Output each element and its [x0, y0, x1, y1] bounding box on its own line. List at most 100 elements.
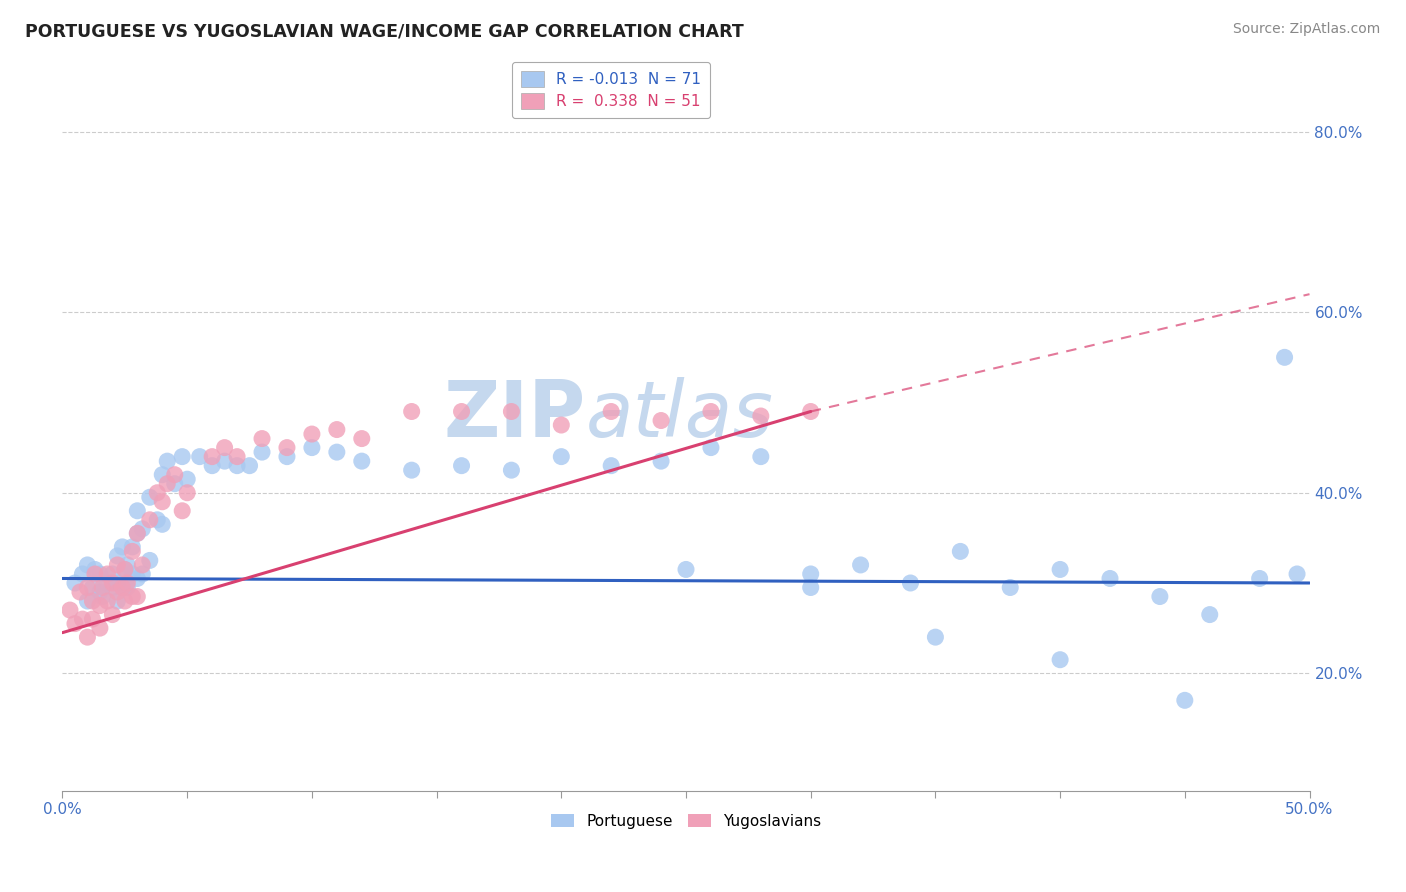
Point	[131, 522, 153, 536]
Point	[121, 544, 143, 558]
Point	[501, 463, 523, 477]
Point	[121, 590, 143, 604]
Point	[76, 581, 98, 595]
Point	[72, 566, 94, 581]
Point	[550, 450, 572, 464]
Point	[1274, 351, 1296, 365]
Point	[91, 590, 114, 604]
Point	[1000, 581, 1022, 595]
Point	[238, 458, 260, 473]
Point	[226, 450, 249, 464]
Point	[250, 432, 273, 446]
Point	[76, 558, 98, 572]
Point	[1286, 566, 1309, 581]
Point	[156, 454, 179, 468]
Point	[350, 454, 373, 468]
Point	[76, 630, 98, 644]
Point	[163, 476, 186, 491]
Point	[1049, 653, 1071, 667]
Point	[1249, 572, 1271, 586]
Point	[450, 458, 472, 473]
Point	[105, 594, 128, 608]
Point	[146, 485, 169, 500]
Point	[214, 454, 236, 468]
Point	[163, 467, 186, 482]
Text: atlas: atlas	[586, 377, 775, 453]
Point	[59, 603, 82, 617]
Point	[156, 476, 179, 491]
Point	[127, 590, 149, 604]
Point	[127, 572, 149, 586]
Point	[172, 450, 194, 464]
Point	[226, 458, 249, 473]
Point	[401, 463, 423, 477]
Point	[1098, 572, 1121, 586]
Point	[101, 581, 124, 595]
Point	[117, 581, 139, 595]
Point	[600, 404, 623, 418]
Point	[800, 581, 823, 595]
Point	[301, 441, 323, 455]
Point	[82, 612, 104, 626]
Point	[600, 458, 623, 473]
Point	[150, 467, 173, 482]
Point	[82, 581, 104, 595]
Point	[131, 566, 153, 581]
Point	[924, 630, 946, 644]
Point	[96, 566, 118, 581]
Point	[111, 581, 134, 595]
Point	[1174, 693, 1197, 707]
Point	[76, 594, 98, 608]
Point	[84, 566, 107, 581]
Point	[700, 404, 723, 418]
Point	[89, 566, 111, 581]
Point	[849, 558, 872, 572]
Point	[276, 450, 298, 464]
Point	[700, 441, 723, 455]
Point	[121, 566, 143, 581]
Point	[114, 562, 136, 576]
Point	[749, 450, 772, 464]
Point	[176, 485, 198, 500]
Point	[63, 576, 86, 591]
Point	[114, 562, 136, 576]
Point	[114, 594, 136, 608]
Point	[69, 585, 91, 599]
Point	[101, 607, 124, 622]
Point	[201, 450, 224, 464]
Point	[96, 576, 118, 591]
Point	[127, 526, 149, 541]
Point	[89, 599, 111, 613]
Point	[172, 504, 194, 518]
Point	[139, 553, 162, 567]
Point	[1149, 590, 1171, 604]
Point	[800, 404, 823, 418]
Point	[450, 404, 472, 418]
Point	[105, 549, 128, 563]
Point	[326, 445, 349, 459]
Point	[84, 562, 107, 576]
Point	[139, 513, 162, 527]
Legend: Portuguese, Yugoslavians: Portuguese, Yugoslavians	[544, 807, 827, 835]
Point	[276, 441, 298, 455]
Point	[150, 517, 173, 532]
Point	[105, 585, 128, 599]
Point	[550, 418, 572, 433]
Point	[949, 544, 972, 558]
Point	[105, 576, 128, 591]
Point	[176, 472, 198, 486]
Point	[127, 526, 149, 541]
Point	[650, 413, 672, 427]
Point	[72, 612, 94, 626]
Point	[201, 458, 224, 473]
Point	[82, 594, 104, 608]
Point	[114, 581, 136, 595]
Point	[900, 576, 922, 591]
Point	[250, 445, 273, 459]
Point	[89, 585, 111, 599]
Point	[96, 594, 118, 608]
Point	[139, 490, 162, 504]
Point	[800, 566, 823, 581]
Point	[214, 441, 236, 455]
Point	[101, 576, 124, 591]
